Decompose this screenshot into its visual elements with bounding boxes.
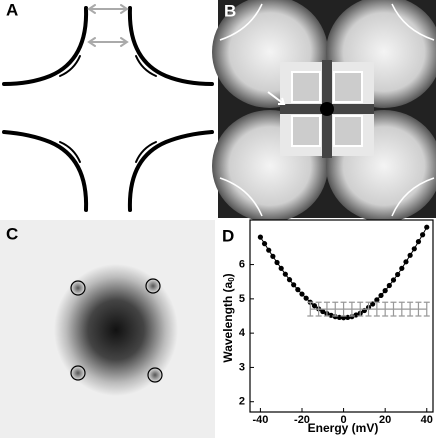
- error-bar: [365, 301, 372, 317]
- error-bar: [340, 301, 347, 317]
- panel-label: B: [224, 1, 236, 20]
- data-point: [295, 287, 301, 293]
- data-point: [282, 271, 288, 277]
- data-point: [382, 288, 388, 294]
- data-point: [415, 239, 422, 245]
- y-tick-label: 3: [239, 361, 245, 373]
- data-point: [424, 224, 430, 230]
- data-point: [266, 247, 272, 253]
- error-bar: [398, 301, 405, 317]
- panel-label: C: [6, 224, 18, 243]
- data-point: [378, 292, 384, 299]
- x-axis-label: Energy (mV): [308, 421, 379, 435]
- x-tick-label: 0: [341, 414, 347, 426]
- error-bar: [348, 301, 355, 317]
- data-point: [420, 232, 426, 238]
- y-tick-label: 4: [239, 327, 246, 339]
- error-bar: [390, 301, 397, 317]
- data-point: [261, 241, 268, 247]
- data-point: [399, 265, 405, 271]
- error-bar: [357, 301, 364, 317]
- panel-b: [212, 0, 436, 222]
- error-bar: [382, 301, 389, 317]
- panel-c: [0, 220, 215, 438]
- data-point: [386, 282, 392, 289]
- panel-label: A: [6, 0, 18, 19]
- error-bar: [315, 301, 322, 317]
- data-point: [286, 277, 293, 283]
- data-point: [303, 295, 309, 301]
- data-point: [395, 271, 401, 278]
- panel-d-background: [218, 220, 436, 438]
- y-tick-label: 5: [239, 293, 245, 305]
- y-tick-label: 2: [239, 396, 245, 408]
- y-axis-label-subscript: 0: [227, 277, 236, 282]
- y-axis-label-end: ): [221, 273, 235, 277]
- data-point: [257, 234, 263, 240]
- x-tick-label: -20: [294, 414, 310, 426]
- data-point: [332, 314, 338, 320]
- data-point: [349, 314, 355, 320]
- data-point: [270, 253, 276, 259]
- error-bar: [423, 301, 430, 317]
- data-point: [274, 259, 280, 266]
- panel-label: D: [222, 226, 234, 245]
- x-tick-label: 20: [379, 414, 391, 426]
- data-point: [278, 265, 284, 271]
- panel-a: [2, 4, 214, 212]
- error-bar: [307, 301, 314, 317]
- y-axis-label: Wavelength (a0): [221, 273, 236, 362]
- error-bar: [332, 301, 339, 317]
- x-tick-label: -40: [252, 414, 268, 426]
- data-point: [299, 291, 305, 297]
- data-point: [390, 277, 397, 283]
- error-bar: [415, 301, 422, 317]
- data-point: [403, 259, 409, 265]
- x-tick-label: 40: [421, 414, 433, 426]
- data-point: [407, 252, 413, 258]
- y-tick-label: 6: [239, 258, 245, 270]
- error-bar: [373, 301, 380, 317]
- data-point: [374, 297, 380, 303]
- data-point: [328, 312, 334, 318]
- data-point: [291, 282, 297, 288]
- plot-frame: [249, 219, 434, 413]
- error-bar: [407, 301, 414, 317]
- data-point: [411, 246, 417, 252]
- error-bar: [323, 301, 330, 317]
- y-axis-label-text: Wavelength (a: [221, 281, 235, 362]
- data-point: [320, 308, 326, 315]
- data-point: [311, 303, 318, 309]
